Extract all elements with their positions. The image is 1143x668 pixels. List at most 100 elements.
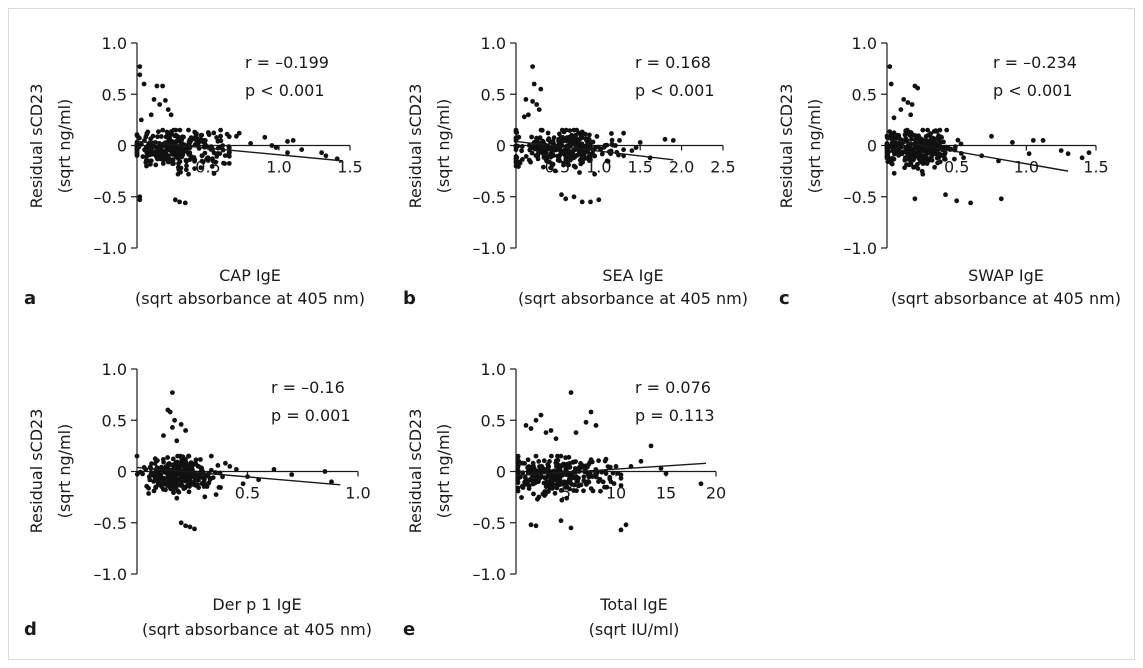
data-point	[151, 479, 157, 484]
data-point	[568, 525, 574, 531]
data-point	[165, 131, 171, 137]
data-point	[557, 477, 562, 483]
data-point	[936, 154, 942, 160]
data-point	[215, 463, 221, 468]
data-point	[613, 143, 618, 148]
data-point	[513, 143, 519, 149]
data-point	[202, 138, 208, 143]
data-point	[201, 484, 207, 489]
p-value: p < 0.001	[993, 81, 1073, 100]
data-point	[175, 462, 180, 467]
data-point	[526, 157, 532, 163]
data-point	[588, 409, 594, 415]
data-point	[915, 85, 921, 91]
data-point	[222, 161, 228, 167]
data-point	[520, 485, 526, 490]
data-point	[573, 430, 579, 435]
data-point	[898, 107, 904, 112]
data-point	[204, 156, 210, 162]
data-point	[904, 162, 909, 168]
data-point	[920, 127, 926, 133]
data-point	[567, 464, 573, 470]
data-point	[198, 165, 204, 171]
data-point	[599, 151, 605, 157]
y-axis-unit: (sqrt ng/ml)	[55, 424, 74, 519]
data-point	[563, 196, 569, 202]
data-point	[181, 134, 186, 140]
data-point	[151, 97, 157, 102]
data-point	[885, 150, 891, 156]
data-point	[515, 485, 521, 491]
x-axis-label: SEA IgE	[602, 266, 663, 285]
data-point	[558, 488, 564, 493]
data-point	[520, 157, 525, 162]
data-point	[163, 487, 168, 493]
data-point	[596, 458, 601, 464]
data-point	[533, 417, 539, 423]
panel-label: a	[24, 288, 36, 309]
data-point	[527, 465, 533, 470]
data-point	[574, 488, 579, 494]
data-point	[663, 471, 669, 476]
data-point	[557, 466, 563, 472]
data-point	[220, 143, 226, 149]
data-point	[590, 488, 596, 494]
data-point	[177, 127, 183, 133]
data-point	[592, 153, 598, 159]
y-tick-label: 0.5	[481, 411, 506, 430]
data-point	[563, 485, 569, 490]
data-point	[139, 142, 144, 147]
data-point	[201, 478, 207, 483]
data-point	[568, 137, 573, 143]
y-tick-label: 1.0	[102, 360, 127, 379]
data-points	[513, 64, 676, 205]
data-point	[549, 486, 555, 491]
data-point	[144, 130, 150, 136]
data-point	[538, 86, 544, 92]
data-point	[894, 148, 900, 153]
data-point	[200, 159, 206, 165]
data-point	[564, 495, 570, 501]
data-point	[519, 148, 524, 154]
data-point	[592, 171, 597, 177]
data-point	[909, 136, 914, 142]
data-point	[161, 479, 167, 485]
data-point	[206, 132, 212, 138]
x-axis-label: CAP IgE	[219, 266, 281, 285]
data-point	[188, 471, 194, 477]
data-point	[134, 151, 140, 157]
data-point	[884, 133, 890, 139]
data-point	[523, 97, 529, 102]
data-point	[137, 64, 143, 69]
data-point	[585, 479, 590, 485]
data-point	[545, 137, 551, 143]
data-point	[155, 156, 160, 162]
data-point	[917, 156, 923, 162]
data-point	[573, 137, 579, 143]
data-point	[198, 133, 204, 138]
data-point	[520, 470, 526, 476]
data-point	[184, 472, 190, 478]
data-point	[602, 484, 607, 490]
x-axis-unit: (sqrt absorbance at 405 nm)	[891, 289, 1121, 308]
correlation-r: r = –0.199	[245, 53, 329, 72]
y-axis-unit: (sqrt ng/ml)	[434, 99, 453, 194]
data-point	[158, 149, 164, 154]
y-axis-label: Residual sCD23	[27, 84, 46, 209]
panel-label: b	[403, 288, 416, 309]
data-point	[179, 462, 185, 468]
data-point	[548, 165, 553, 171]
p-value: p = 0.113	[635, 406, 715, 425]
data-point	[234, 133, 239, 139]
data-point	[593, 423, 599, 428]
x-axis-label: Der p 1 IgE	[212, 595, 301, 614]
data-point	[146, 491, 152, 496]
data-point	[513, 160, 519, 165]
data-point	[931, 142, 937, 148]
data-point	[961, 155, 966, 161]
data-point	[269, 143, 275, 148]
data-point	[1058, 148, 1064, 154]
data-point	[586, 156, 592, 162]
data-point	[571, 194, 577, 200]
